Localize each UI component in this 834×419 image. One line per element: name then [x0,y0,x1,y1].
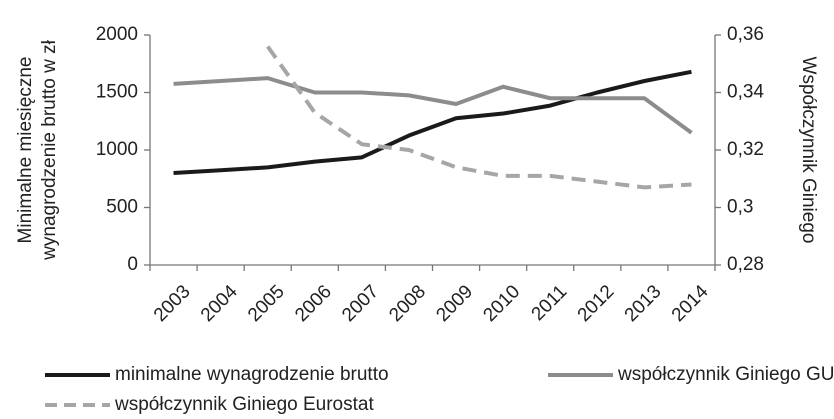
x-tick-label: 2003 [150,281,195,326]
line-series [173,76,693,135]
x-tick-label: 2008 [385,281,430,326]
x-tick-label: 2014 [668,281,713,326]
y2-axis-title: Współczynnik Giniego [798,57,819,244]
legend-label: minimalne wynagrodzenie brutto [115,364,389,385]
x-tick-label: 2013 [621,281,666,326]
x-tick-label: 2011 [528,281,572,325]
y-tick-label: 500 [106,197,138,218]
x-tick-label: 2005 [244,281,289,326]
x-tick-label: 2007 [338,281,383,326]
y-tick-label: 2000 [96,24,138,45]
y2-tick-label: 0,28 [727,254,764,275]
line-series [173,69,692,175]
x-tick-label: 2006 [291,281,336,326]
y2-tick-label: 0,34 [727,82,764,103]
y2-tick-label: 0,36 [727,24,764,45]
y-axis-title: Minimalne miesięczne [15,57,36,244]
y-tick-label: 0 [127,254,138,275]
line-series [266,45,692,190]
y-tick-label: 1500 [96,82,138,103]
legend-label: współczynnik Giniego GUS [617,364,834,385]
y2-tick-label: 0,32 [727,139,764,160]
x-tick-label: 2004 [197,281,242,326]
y2-tick-label: 0,3 [727,197,753,218]
x-tick-label: 2009 [432,281,477,326]
y-tick-label: 1000 [96,139,138,160]
x-tick-label: 2012 [574,281,619,326]
x-tick-label: 2010 [479,281,524,326]
y-axis-title: wynagrodzenie brutto w zł [39,39,60,260]
legend-label: współczynnik Giniego Eurostat [114,394,374,415]
